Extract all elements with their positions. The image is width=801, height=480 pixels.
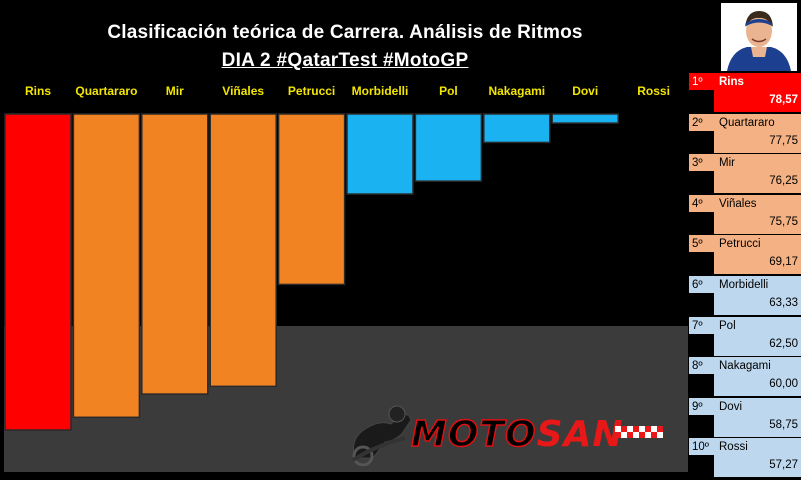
standings-row: 3º Mir 76,25 <box>689 154 801 194</box>
tick-label-pol: Pol <box>439 84 458 98</box>
tick-label-mir: Mir <box>166 84 184 98</box>
bar-quartararo <box>72 113 141 419</box>
standings-value: 62,50 <box>769 337 798 350</box>
motorbike-rider-icon <box>351 405 412 466</box>
standings-row-cutout <box>689 333 714 356</box>
standings-value: 69,17 <box>769 256 798 269</box>
standings-value: 60,00 <box>769 378 798 391</box>
standings-row: 2º Quartararo 77,75 <box>689 113 801 153</box>
standings-row-cutout <box>689 252 714 275</box>
tick-label-rins: Rins <box>25 84 51 98</box>
bar-dovi <box>551 113 619 124</box>
standings-row: 5º Petrucci 69,17 <box>689 235 801 275</box>
standings-position: 5º <box>692 238 703 251</box>
standings-row: 9º Dovi 58,75 <box>689 397 801 437</box>
standings-rider-name: Viñales <box>719 197 757 210</box>
standings-row: 10º Rossi 57,27 <box>689 438 801 478</box>
chart-title: Clasificación teórica de Carrera. Anális… <box>107 22 583 43</box>
standings-row-cutout <box>689 455 714 478</box>
standings-position: 4º <box>692 197 703 210</box>
standings-rider-name: Morbidelli <box>719 279 769 291</box>
bar-petrucci <box>277 113 346 286</box>
standings-value: 57,27 <box>769 459 798 472</box>
standings-position: 1º <box>692 76 703 88</box>
title-block: Clasificación teórica de Carrera. Anális… <box>0 0 690 78</box>
standings-position: 9º <box>692 400 703 413</box>
standings-row-cutout <box>689 130 714 153</box>
motosan-logo: MOTOSAN <box>345 398 675 466</box>
tick-label-rossi: Rossi <box>637 84 670 98</box>
standings-value: 76,25 <box>769 175 798 188</box>
chart-subtitle: DIA 2 #QatarTest #MotoGP <box>221 50 469 71</box>
standings-row: 7º Pol 62,50 <box>689 316 801 356</box>
bar-chart: Rins Quartararo Mir Viñales Petrucci Morbidel… <box>4 84 688 472</box>
standings-value: 58,75 <box>769 418 798 431</box>
standings-rider-name: Mir <box>719 157 735 170</box>
checkered-flag-icon <box>615 426 663 438</box>
rider-photo <box>721 3 797 71</box>
bar-pol <box>414 113 483 182</box>
standings-position: 3º <box>692 157 703 170</box>
standings-row: 4º Viñales 75,75 <box>689 194 801 234</box>
bar-rins <box>4 113 72 431</box>
bar-nakagami <box>483 113 551 144</box>
standings-position: 10º <box>692 441 709 454</box>
logo-text-san: SAN <box>536 414 624 455</box>
standings-row-cutout <box>689 374 714 397</box>
standings-row-cutout <box>689 414 714 437</box>
tick-label-morbidelli: Morbidelli <box>352 84 409 98</box>
standings-rider-name: Rossi <box>719 441 748 454</box>
standings-rider-name: Quartararo <box>719 116 775 129</box>
bar-morbidelli <box>346 113 414 195</box>
logo-text: MOTOSAN <box>410 413 624 456</box>
standings-rider-name: Rins <box>719 76 744 88</box>
standings-row: 8º Nakagami 60,00 <box>689 357 801 397</box>
standings-row: 6º Morbidelli 63,33 <box>689 276 801 315</box>
standings-position: 7º <box>692 319 703 332</box>
rider-avatar-icon <box>721 3 797 71</box>
standings-row-cutout <box>689 171 714 194</box>
tick-label-dovi: Dovi <box>572 84 598 98</box>
standings-value: 77,75 <box>769 134 798 147</box>
standings-table: 1º Rins 78,57 2º Quartararo 77,75 3º Mir 76,25 4º… <box>689 73 801 480</box>
bar-viñales <box>209 113 277 388</box>
standings-rider-name: Dovi <box>719 400 743 413</box>
tick-label-viñales: Viñales <box>222 84 264 98</box>
standings-row: 1º Rins 78,57 <box>689 73 801 112</box>
logo-text-moto: MOTO <box>410 413 537 456</box>
tick-label-quartararo: Quartararo <box>75 84 137 98</box>
standings-value: 63,33 <box>769 297 798 309</box>
standings-position: 8º <box>692 360 703 373</box>
standings-value: 78,57 <box>769 94 798 106</box>
standings-rider-name: Nakagami <box>719 360 771 373</box>
tick-label-nakagami: Nakagami <box>488 84 545 98</box>
standings-rider-name: Pol <box>719 319 736 332</box>
standings-row-cutout <box>689 293 714 315</box>
tick-label-petrucci: Petrucci <box>288 84 335 98</box>
bar-mir <box>141 113 209 395</box>
standings-position: 2º <box>692 116 703 129</box>
standings-row-cutout <box>689 211 714 234</box>
standings-position: 6º <box>692 279 703 291</box>
standings-rider-name: Petrucci <box>719 238 761 251</box>
standings-row-cutout <box>689 90 714 112</box>
standings-value: 75,75 <box>769 215 798 228</box>
